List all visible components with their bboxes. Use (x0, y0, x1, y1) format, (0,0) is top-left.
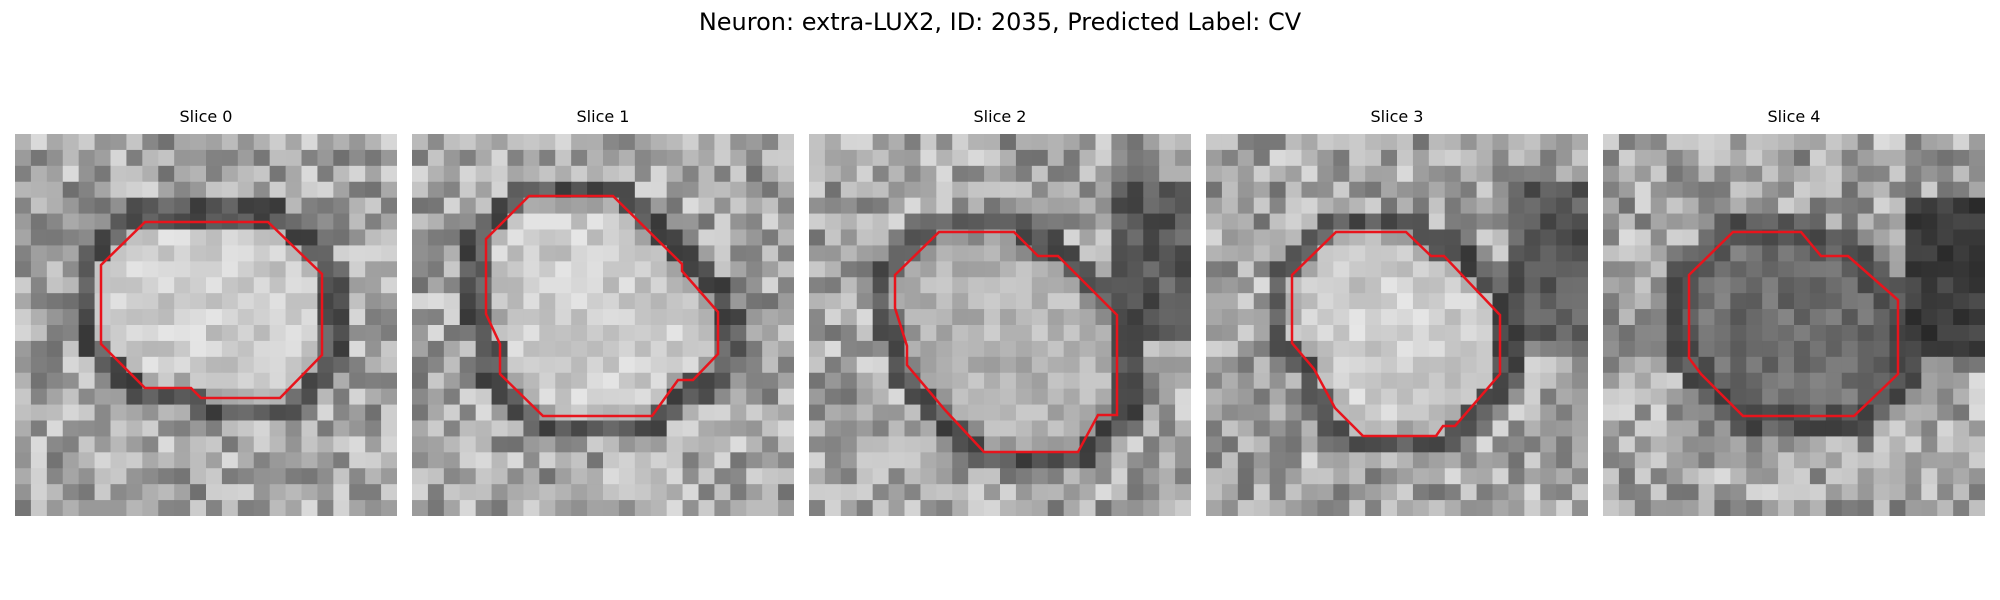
slice-image (1206, 134, 1588, 516)
slice-title: Slice 1 (412, 107, 794, 127)
slice-image (15, 134, 397, 516)
microscopy-image (412, 134, 794, 516)
microscopy-image (1603, 134, 1985, 516)
slice-title: Slice 4 (1603, 107, 1985, 127)
slice-image (412, 134, 794, 516)
microscopy-image (15, 134, 397, 516)
figure-title: Neuron: extra-LUX2, ID: 2035, Predicted … (0, 6, 2000, 38)
slice-title: Slice 2 (809, 107, 1191, 127)
microscopy-image (809, 134, 1191, 516)
slice-image (1603, 134, 1985, 516)
slice-title: Slice 3 (1206, 107, 1588, 127)
slice-title: Slice 0 (15, 107, 397, 127)
microscopy-image (1206, 134, 1588, 516)
slice-image (809, 134, 1191, 516)
